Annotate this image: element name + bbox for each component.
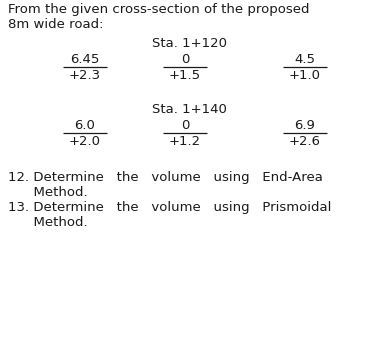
Text: 12. Determine   the   volume   using   End-Area: 12. Determine the volume using End-Area (8, 171, 323, 184)
Text: +2.0: +2.0 (69, 135, 101, 148)
Text: +1.5: +1.5 (169, 69, 201, 82)
Text: 0: 0 (181, 119, 189, 132)
Text: +2.3: +2.3 (69, 69, 101, 82)
Text: +2.6: +2.6 (289, 135, 321, 148)
Text: Method.: Method. (8, 216, 88, 229)
Text: Sta. 1+120: Sta. 1+120 (152, 37, 226, 50)
Text: 6.0: 6.0 (74, 119, 95, 132)
Text: 6.45: 6.45 (70, 53, 100, 66)
Text: 8m wide road:: 8m wide road: (8, 18, 104, 31)
Text: Method.: Method. (8, 186, 88, 199)
Text: Sta. 1+140: Sta. 1+140 (152, 103, 226, 116)
Text: 4.5: 4.5 (294, 53, 316, 66)
Text: 6.9: 6.9 (294, 119, 315, 132)
Text: 13. Determine   the   volume   using   Prismoidal: 13. Determine the volume using Prismoida… (8, 201, 332, 214)
Text: +1.0: +1.0 (289, 69, 321, 82)
Text: From the given cross-section of the proposed: From the given cross-section of the prop… (8, 3, 310, 16)
Text: 0: 0 (181, 53, 189, 66)
Text: +1.2: +1.2 (169, 135, 201, 148)
